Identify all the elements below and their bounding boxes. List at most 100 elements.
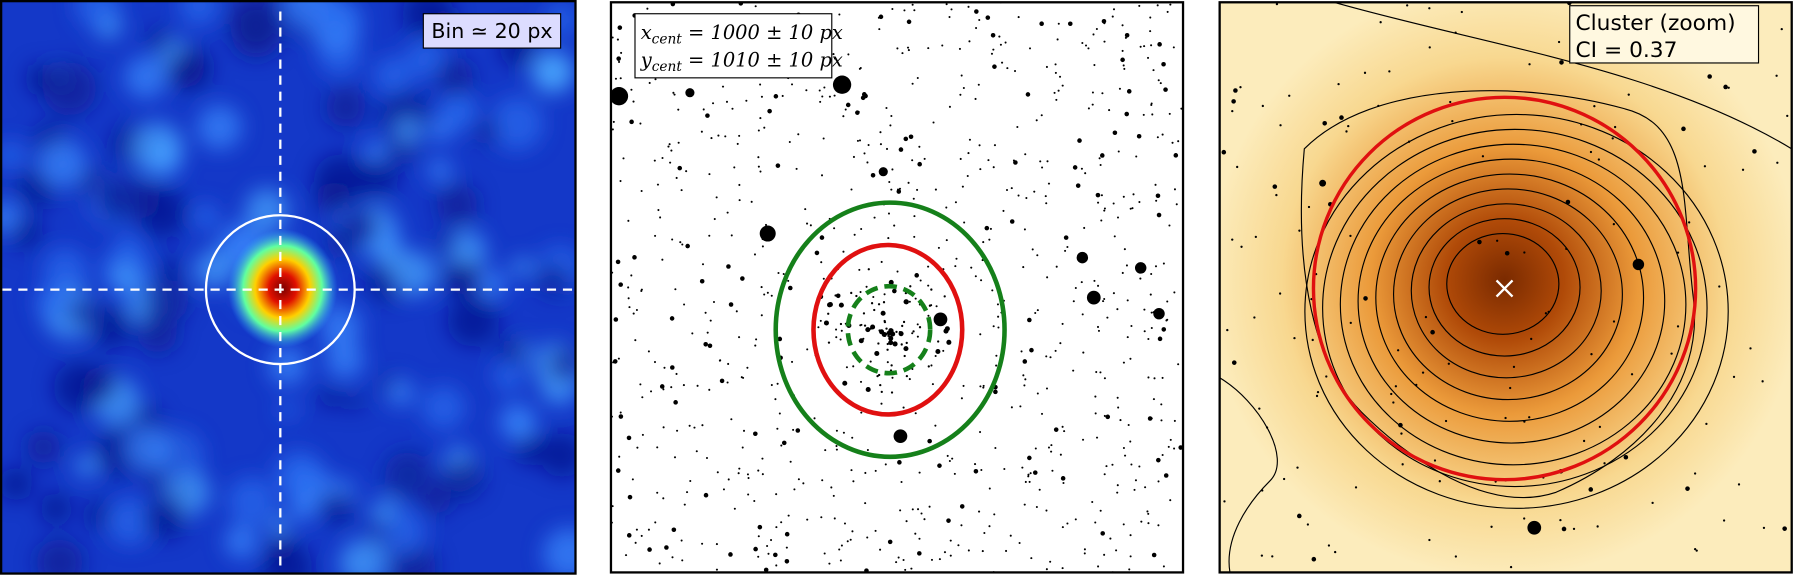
star [1723, 84, 1728, 90]
star [1749, 347, 1752, 350]
star [979, 333, 982, 336]
star [979, 168, 982, 171]
star [735, 310, 738, 313]
star [1523, 517, 1526, 520]
star [1116, 308, 1119, 311]
star [867, 144, 870, 147]
star [1151, 552, 1157, 558]
star [1275, 2, 1279, 6]
star [747, 493, 750, 496]
star [1112, 130, 1118, 136]
star [1762, 526, 1766, 529]
star [1103, 473, 1106, 476]
star [1688, 221, 1691, 224]
star [911, 159, 914, 162]
star [847, 53, 850, 56]
star [891, 7, 894, 11]
star [941, 44, 944, 47]
star [613, 317, 619, 322]
star [962, 384, 965, 387]
star [1103, 207, 1106, 210]
star [707, 343, 713, 349]
star [993, 144, 996, 147]
label-box [634, 13, 833, 79]
star [1231, 99, 1236, 104]
star [676, 429, 679, 432]
star [1061, 425, 1064, 428]
blob [268, 515, 290, 536]
star [938, 558, 941, 561]
star [1504, 250, 1510, 256]
star [1004, 41, 1007, 44]
star [806, 222, 809, 225]
star [1782, 526, 1787, 531]
star [1060, 476, 1066, 481]
star [1394, 385, 1398, 388]
star [879, 329, 885, 335]
star [1082, 351, 1085, 354]
blob [435, 183, 479, 227]
star [683, 503, 686, 506]
star [943, 551, 947, 554]
star [1024, 480, 1027, 483]
star [1138, 465, 1141, 468]
star [784, 531, 790, 537]
star [700, 130, 703, 133]
star [863, 324, 867, 327]
star [1029, 347, 1034, 353]
star [917, 551, 922, 556]
star [1080, 281, 1083, 284]
blob [116, 234, 142, 260]
star [1122, 361, 1125, 364]
star [1097, 284, 1100, 287]
star [680, 539, 683, 542]
star [1149, 293, 1152, 296]
star [1670, 352, 1673, 355]
star [923, 157, 926, 160]
star [916, 335, 919, 338]
star [1612, 320, 1616, 323]
star [960, 524, 963, 527]
star [1166, 318, 1169, 321]
star [931, 383, 934, 386]
star [934, 188, 937, 191]
star [1138, 4, 1141, 7]
star [667, 145, 670, 148]
star [1152, 398, 1155, 401]
star [773, 552, 778, 558]
star [1339, 115, 1344, 120]
star [995, 354, 998, 357]
star [792, 428, 795, 431]
star [959, 157, 962, 160]
contours [1219, 2, 1792, 573]
star [839, 559, 842, 562]
star [775, 564, 778, 567]
blob [53, 361, 106, 414]
star [1059, 453, 1062, 456]
star [1627, 93, 1630, 96]
star [616, 38, 619, 41]
star [1421, 371, 1425, 374]
star [1582, 439, 1586, 443]
star [741, 446, 744, 449]
star [961, 185, 964, 188]
star [840, 329, 843, 332]
star [880, 402, 883, 405]
star [1055, 98, 1058, 101]
star [865, 327, 871, 333]
star [1144, 486, 1147, 489]
star [1113, 235, 1116, 238]
star [675, 372, 678, 375]
star [1611, 137, 1614, 140]
star [913, 9, 916, 12]
blob [26, 429, 61, 465]
star [1737, 483, 1741, 486]
star [1111, 463, 1114, 466]
star [1126, 336, 1129, 339]
star [1045, 65, 1048, 68]
star [627, 219, 630, 222]
star [1033, 190, 1036, 193]
star [695, 450, 698, 453]
star [835, 429, 838, 432]
star [950, 8, 953, 11]
